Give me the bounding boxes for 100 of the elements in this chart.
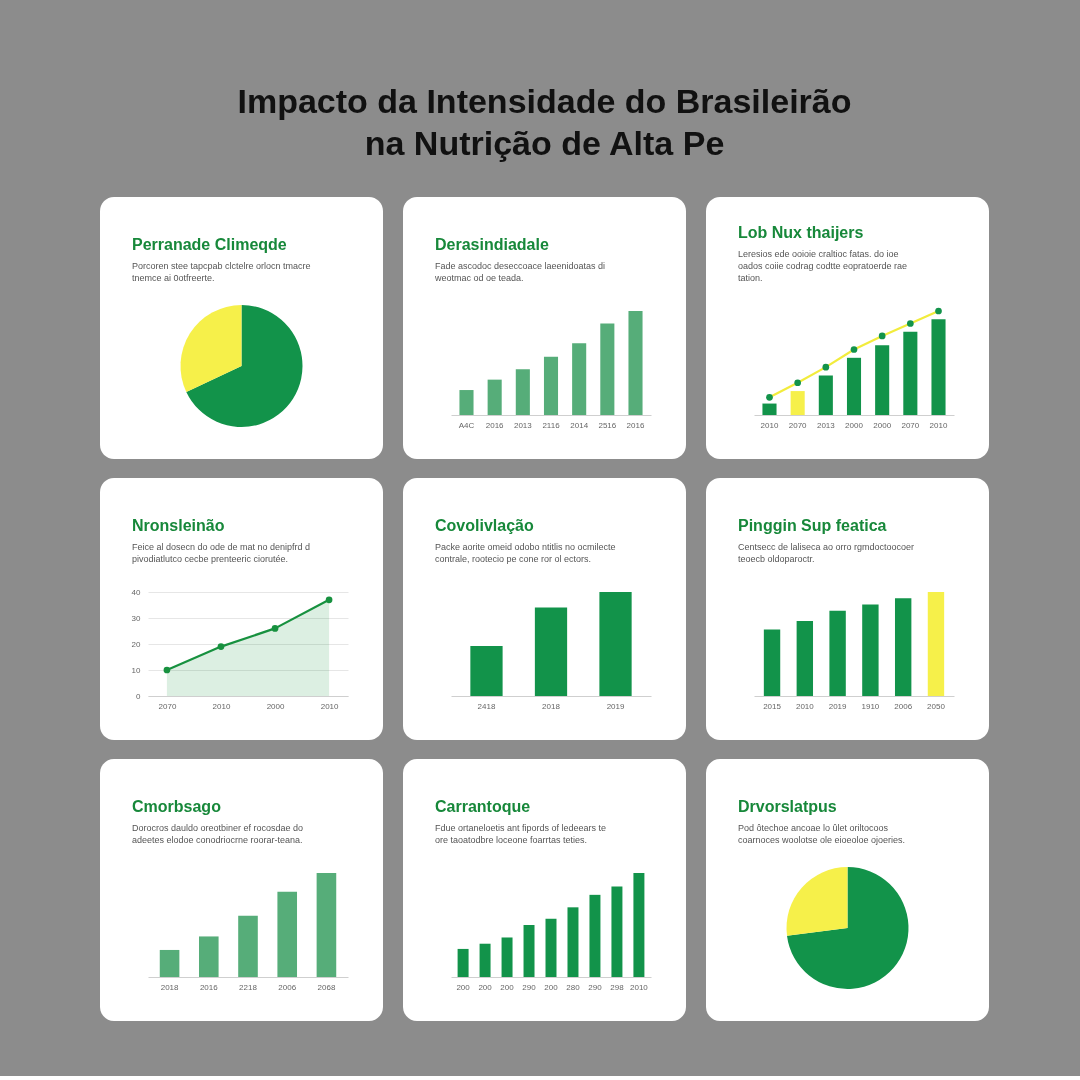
- bar: [198, 936, 219, 977]
- x-tick-label: 2000: [873, 420, 892, 430]
- x-tick-label: 2010: [760, 420, 779, 430]
- point: [163, 666, 171, 674]
- x-tick-label: 200: [456, 982, 471, 992]
- point: [325, 596, 333, 604]
- bar: [927, 592, 945, 696]
- x-tick-label: 2000: [845, 420, 864, 430]
- x-tick-label: 2070: [788, 420, 808, 430]
- y-tick-label: 30: [131, 613, 142, 623]
- bar: [159, 949, 180, 977]
- bar: [763, 629, 781, 696]
- x-tick-label: 2018: [542, 701, 561, 711]
- chart-subtitle: Feice al dosecn do ode de mat no denipfrd d pivodiatlutco cecbe prenteeric ciorutée.: [132, 542, 311, 564]
- chart-title: Carrantoque: [435, 798, 531, 815]
- pie-slice: [186, 305, 303, 427]
- x-tick-label: 2050: [927, 701, 946, 711]
- chart-subtitle: Pod ôtechoe ancoae lo ûlet oriltocoos coarnoces woolotse ole eioeoloe ojoeries.: [738, 823, 906, 845]
- x-tick-label: 290: [522, 982, 537, 992]
- x-tick-label: 2016: [199, 982, 219, 992]
- x-tick-label: 200: [500, 982, 515, 992]
- x-tick-label: 2018: [160, 982, 180, 992]
- bar: [501, 937, 513, 977]
- point: [271, 625, 279, 632]
- chart-subtitle: Dorocros dauldo oreotbiner ef rocosdae do adeetes elodoe conodriocrne roorar-teana.: [132, 823, 304, 845]
- point: [822, 363, 830, 371]
- chart-title: Lob Nux thaijers: [738, 224, 864, 241]
- point: [878, 332, 886, 340]
- x-tick-label: 2070: [901, 420, 920, 430]
- x-tick-label: 2116: [542, 420, 561, 430]
- bar: [818, 375, 833, 415]
- x-tick-label: 2014: [570, 420, 589, 430]
- y-tick-label: 0: [136, 691, 142, 701]
- x-tick-label: 200: [478, 982, 493, 992]
- bar: [515, 369, 530, 415]
- x-tick-label: 2218: [239, 982, 258, 992]
- bar: [633, 873, 645, 977]
- x-tick-label: 2019: [606, 701, 625, 711]
- x-tick-label: 2013: [816, 420, 836, 430]
- x-tick-label: 2010: [320, 701, 340, 711]
- x-tick-label: 1910: [861, 701, 880, 711]
- chart-title: Perranade Climeqde: [132, 236, 287, 253]
- chart-subtitle: Fade ascodoc deseccoace laeenidoatas di weotmac od oe teada.: [434, 261, 606, 283]
- bar: [875, 345, 890, 415]
- bar: [545, 918, 557, 977]
- x-tick-label: A4C: [458, 420, 475, 430]
- bar: [457, 948, 469, 977]
- bar: [894, 598, 912, 696]
- chart-subtitle: Porcoren stee tapcpab clctelre orlocn tmacre tnemce ai 0otfreerte.: [132, 261, 311, 283]
- bar: [589, 894, 601, 977]
- chart-title: Nronsleinão: [132, 517, 225, 534]
- bar: [543, 356, 559, 415]
- bar: [567, 907, 579, 977]
- pie-slice: [180, 305, 242, 392]
- chart-subtitle: Leresios ede ooioie craltioc fatas. do ioe oados coiie codrag codtte eopratoerde rae tation.: [738, 249, 908, 283]
- bar: [600, 323, 615, 415]
- point: [217, 643, 225, 650]
- bar: [459, 390, 474, 415]
- point: [935, 307, 942, 315]
- x-tick-label: 2010: [212, 701, 231, 711]
- bar: [903, 331, 918, 415]
- x-tick-label: 280: [566, 982, 581, 992]
- x-tick-label: 2019: [828, 701, 848, 711]
- bar: [487, 379, 502, 415]
- point: [794, 379, 802, 387]
- bar: [862, 604, 879, 696]
- chart-title: Drvorslatpus: [738, 798, 837, 815]
- pie-slice: [786, 867, 909, 989]
- bar: [238, 915, 258, 977]
- x-tick-label: 2516: [598, 420, 617, 430]
- x-tick-label: 2418: [477, 701, 496, 711]
- x-tick-label: 2016: [485, 420, 505, 430]
- x-tick-label: 2010: [630, 982, 649, 992]
- bar: [829, 610, 846, 696]
- x-tick-label: 2070: [158, 701, 177, 711]
- bar: [277, 891, 298, 977]
- pie-slice: [786, 867, 848, 936]
- bar: [479, 943, 491, 977]
- x-tick-label: 2068: [317, 982, 336, 992]
- x-tick-label: 2015: [763, 701, 782, 711]
- point: [850, 346, 858, 353]
- x-tick-label: 2006: [894, 701, 913, 711]
- bar: [611, 886, 623, 977]
- bar: [628, 311, 643, 415]
- chart-subtitle: Packe aorite omeid odobo ntitlis no ocmilecte contrale, rootecio pe cone ror ol ectors.: [435, 542, 616, 564]
- bar: [796, 621, 814, 696]
- chart-title: Derasindiadale: [435, 236, 549, 253]
- bar: [572, 343, 587, 415]
- chart-subtitle: Fdue ortaneloetis ant fipords of ledeears te ore taoatodbre loceone foarrtas teties.: [435, 823, 607, 845]
- x-tick-label: 2010: [795, 701, 815, 711]
- bar: [316, 873, 337, 977]
- bar: [931, 319, 946, 415]
- y-tick-label: 20: [131, 639, 142, 649]
- x-tick-label: 2010: [929, 420, 948, 430]
- x-tick-label: 200: [544, 982, 559, 992]
- point: [766, 393, 773, 401]
- chart-title: Cmorbsago: [132, 798, 222, 815]
- bar: [523, 925, 535, 977]
- bar: [790, 391, 805, 415]
- x-tick-label: 290: [588, 982, 603, 992]
